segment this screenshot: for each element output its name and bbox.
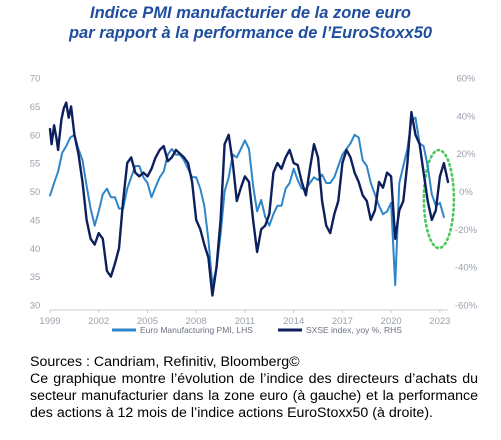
y-left-tick-label: 65 bbox=[30, 102, 41, 113]
x-tick-label: 2002 bbox=[88, 316, 109, 327]
x-tick-label: 2014 bbox=[283, 316, 304, 327]
x-tick-label: 1999 bbox=[39, 316, 60, 327]
x-tick-label: 2005 bbox=[137, 316, 158, 327]
y-left-tick-label: 35 bbox=[30, 272, 41, 283]
pmi-series-line bbox=[49, 116, 445, 287]
x-tick-label: 2008 bbox=[186, 316, 207, 327]
x-tick-label: 2023 bbox=[429, 316, 450, 327]
sxse-series-line bbox=[48, 101, 450, 297]
chart-title: Indice PMI manufacturier de la zone euro bbox=[90, 4, 411, 22]
y-left-tick-label: 45 bbox=[30, 215, 41, 226]
y-left-tick-label: 50 bbox=[30, 187, 41, 198]
y-right-tick-label: 0% bbox=[459, 187, 473, 198]
legend-label: Euro Manufacturing PMI, LHS bbox=[140, 325, 253, 335]
y-right-tick-label: 20% bbox=[456, 149, 476, 160]
y-right-tick-label: 40% bbox=[456, 111, 476, 122]
x-tick-label: 2011 bbox=[235, 316, 255, 327]
chart-subtitle: par rapport à la performance de l’EuroSt… bbox=[68, 24, 433, 42]
y-left-tick-label: 30 bbox=[30, 301, 41, 312]
sources-caption: Sources : Candriam, Refinitiv, Bloomberg… bbox=[30, 354, 300, 370]
y-right-tick-label: -20% bbox=[455, 225, 478, 236]
y-left-tick-label: 60 bbox=[30, 130, 41, 141]
y-left-tick-label: 40 bbox=[30, 244, 41, 255]
chart-description: Ce graphique montre l’évolution de l’ind… bbox=[30, 371, 478, 421]
legend-label: SXSE index, yoy %, RHS bbox=[306, 325, 402, 335]
y-left-tick-label: 70 bbox=[30, 74, 41, 85]
annotation-ellipse bbox=[422, 148, 456, 250]
y-right-tick-label: -60% bbox=[455, 301, 478, 312]
y-right-tick-label: -40% bbox=[455, 263, 478, 274]
y-right-tick-label: 60% bbox=[456, 74, 476, 85]
line-chart: 30 35 40 45 50 55 60 65 70 -60% -40% -20% 0% 20% 40% 60… bbox=[30, 74, 478, 336]
y-left-tick-label: 55 bbox=[30, 159, 41, 170]
x-tick-label: 2017 bbox=[332, 316, 353, 327]
x-tick-label: 2020 bbox=[381, 316, 402, 327]
